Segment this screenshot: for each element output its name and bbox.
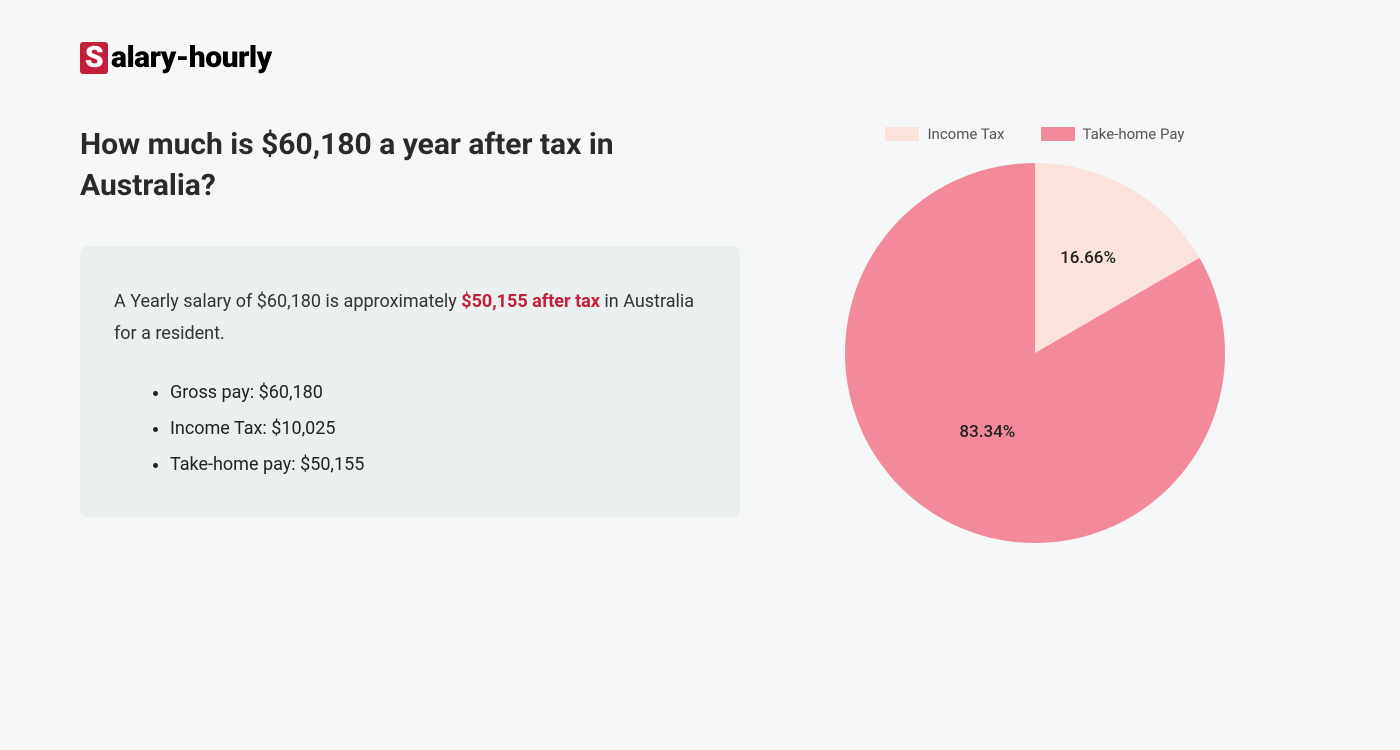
list-item: Gross pay: $60,180 <box>170 375 706 411</box>
legend-label: Income Tax <box>927 125 1004 143</box>
list-item: Income Tax: $10,025 <box>170 411 706 447</box>
main-content: How much is $60,180 a year after tax in … <box>80 125 1320 543</box>
legend-swatch <box>1041 127 1075 141</box>
list-item: Take-home pay: $50,155 <box>170 447 706 483</box>
logo-text: alary-hourly <box>111 40 272 75</box>
legend-item-income-tax: Income Tax <box>885 125 1004 143</box>
legend-item-take-home: Take-home Pay <box>1041 125 1185 143</box>
summary-box: A Yearly salary of $60,180 is approximat… <box>80 246 740 517</box>
chart-legend: Income Tax Take-home Pay <box>885 125 1184 143</box>
left-column: How much is $60,180 a year after tax in … <box>80 125 740 517</box>
page-title: How much is $60,180 a year after tax in … <box>80 125 740 206</box>
legend-label: Take-home Pay <box>1083 125 1185 143</box>
summary-list: Gross pay: $60,180 Income Tax: $10,025 T… <box>114 375 706 483</box>
pie-label-take-home: 83.34% <box>959 422 1015 442</box>
legend-swatch <box>885 127 919 141</box>
pie-body <box>845 163 1225 543</box>
summary-highlight: $50,155 after tax <box>461 291 600 312</box>
pie-label-income-tax: 16.66% <box>1060 248 1116 268</box>
right-column: Income Tax Take-home Pay 16.66% 83.34% <box>820 125 1250 543</box>
summary-pre: A Yearly salary of $60,180 is approximat… <box>114 291 461 312</box>
logo-s-mark: S <box>80 42 108 74</box>
summary-paragraph: A Yearly salary of $60,180 is approximat… <box>114 286 706 351</box>
site-logo: Salary-hourly <box>80 40 1320 75</box>
pie-chart: 16.66% 83.34% <box>845 163 1225 543</box>
